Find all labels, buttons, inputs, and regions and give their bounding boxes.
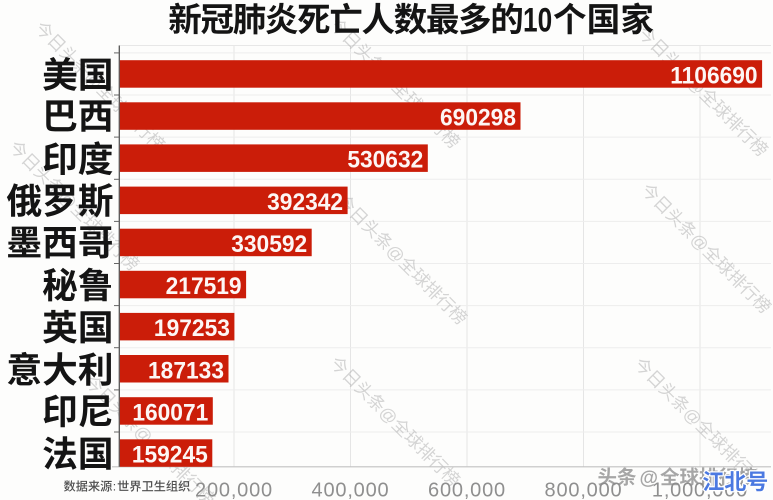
svg-text:10: 10 — [523, 1, 552, 39]
svg-text:690298: 690298 — [440, 105, 516, 132]
svg-text:160071: 160071 — [132, 400, 208, 427]
svg-text:197253: 197253 — [154, 315, 230, 342]
svg-text::: : — [113, 480, 116, 494]
svg-text:187133: 187133 — [148, 358, 224, 385]
svg-text:392342: 392342 — [267, 189, 343, 216]
svg-text:400,000: 400,000 — [312, 480, 390, 500]
svg-text:530632: 530632 — [347, 147, 423, 174]
svg-text:1106690: 1106690 — [670, 63, 757, 90]
svg-text:@: @ — [640, 468, 659, 489]
svg-text:200,000: 200,000 — [195, 480, 273, 500]
svg-text:159245: 159245 — [132, 442, 208, 469]
svg-text:330592: 330592 — [231, 231, 307, 258]
svg-text:217519: 217519 — [166, 273, 242, 300]
svg-text:600,000: 600,000 — [428, 480, 506, 500]
